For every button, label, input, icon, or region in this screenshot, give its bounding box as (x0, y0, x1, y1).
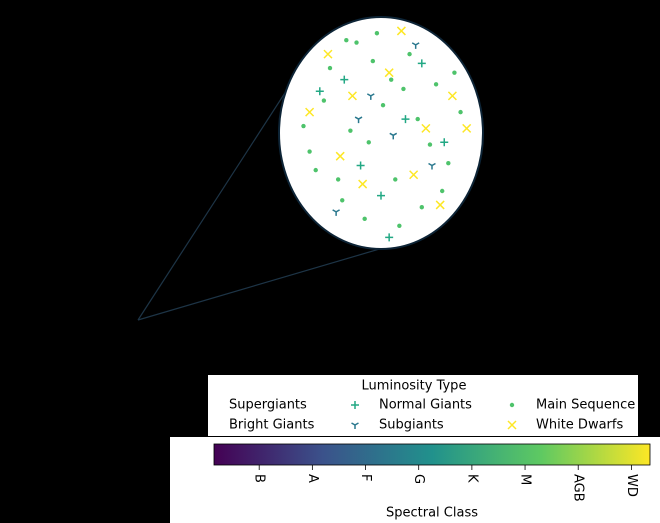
point (301, 123, 306, 129)
legend-label: White Dwarfs (536, 418, 623, 433)
point (335, 177, 341, 182)
point (356, 161, 365, 170)
colorbar-tick-label: M (518, 474, 533, 485)
point (377, 191, 385, 200)
inset-background (278, 16, 484, 250)
point (374, 31, 380, 36)
point (315, 87, 324, 96)
colorbar-tick-label: WD (624, 474, 639, 497)
point (385, 233, 394, 242)
point (332, 209, 340, 216)
point (401, 86, 406, 92)
point (380, 102, 386, 108)
point (335, 151, 345, 161)
point (396, 26, 406, 36)
point (323, 49, 333, 59)
colorbar-label: Spectral Class (386, 506, 478, 521)
point (354, 40, 359, 45)
point (307, 149, 312, 154)
colorbar-tick-label: K (464, 474, 479, 483)
point (435, 200, 445, 210)
point (417, 59, 426, 68)
point (358, 179, 368, 189)
point (384, 68, 394, 78)
point (407, 51, 412, 57)
zoom-connector (137, 247, 384, 321)
legend-box (208, 375, 638, 436)
inset-points (301, 26, 472, 242)
point (428, 162, 436, 170)
point (433, 82, 439, 87)
colorbar-tick-label: A (305, 474, 320, 483)
point (366, 140, 371, 145)
point (321, 98, 327, 103)
point (409, 170, 419, 180)
colorbar-tick-label: B (252, 474, 267, 483)
point (458, 109, 463, 115)
legend-label: Bright Giants (229, 418, 315, 433)
point (344, 38, 349, 43)
legend-marker (351, 401, 359, 409)
point (305, 107, 315, 117)
colorbar (213, 443, 651, 466)
colorbar-tick-label: F (358, 474, 373, 481)
legend-label: Normal Giants (379, 398, 472, 413)
point (340, 198, 345, 203)
point (447, 91, 457, 101)
point (411, 42, 420, 49)
point (393, 177, 398, 182)
point (370, 58, 376, 64)
zoom-connector (137, 81, 293, 321)
legend-label: Subgiants (379, 418, 444, 433)
colorbar-tick-label: AGB (571, 474, 586, 502)
point (401, 115, 410, 124)
point (340, 75, 349, 84)
point (354, 116, 363, 124)
point (415, 116, 420, 122)
colorbar-tick-label: G (411, 474, 426, 484)
point (419, 205, 424, 210)
point (362, 216, 367, 222)
point (462, 123, 472, 133)
point (446, 160, 451, 166)
point (313, 167, 318, 173)
point (397, 223, 402, 228)
point (452, 70, 457, 75)
point (421, 123, 431, 133)
legend-label: Main Sequence (536, 398, 635, 413)
point (348, 128, 353, 133)
point (427, 142, 433, 147)
point (347, 91, 357, 101)
point (440, 188, 445, 194)
legend-marker (509, 402, 515, 408)
colorbar-ticks: B A F G K M AGB WD (252, 465, 639, 502)
point (389, 132, 398, 140)
point (440, 138, 449, 147)
legend-marker (507, 420, 517, 430)
point (327, 65, 333, 71)
point (366, 93, 375, 100)
legend-label: Supergiants (229, 398, 307, 413)
point (389, 77, 394, 82)
legend: Supergiants Bright Giants Normal Giants Sub… (229, 398, 635, 433)
legend-marker (351, 422, 359, 429)
legend-title: Luminosity Type (362, 379, 467, 394)
